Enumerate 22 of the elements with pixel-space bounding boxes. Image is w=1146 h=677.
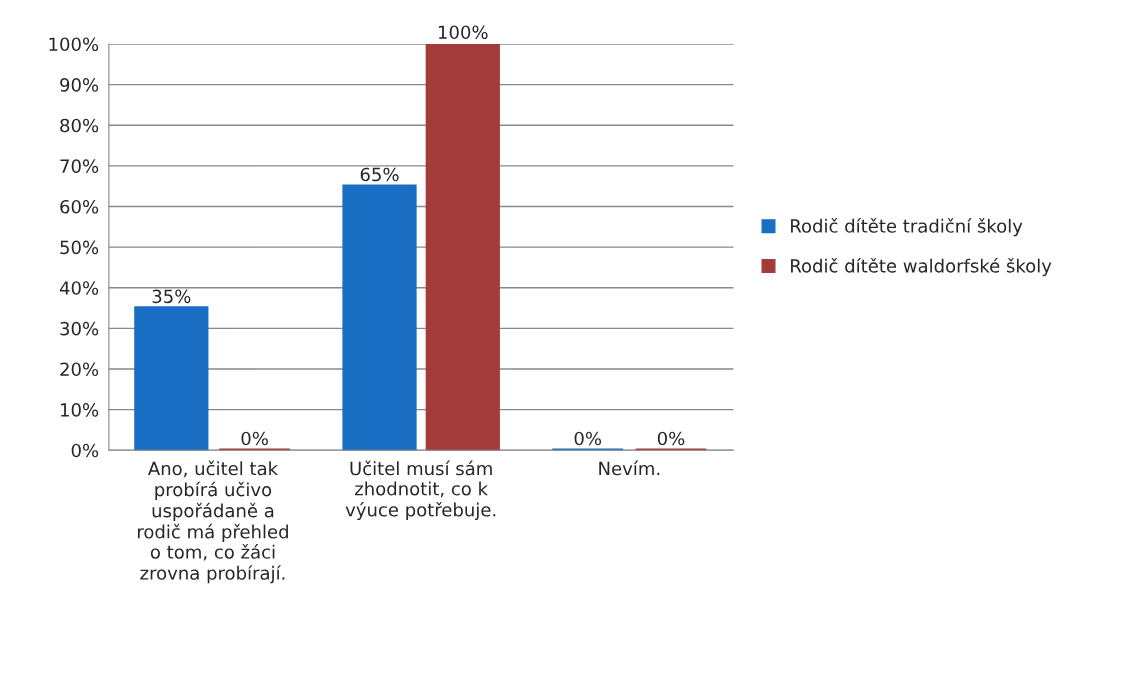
legend-label: Rodič dítěte waldorfské školy (791, 257, 1052, 277)
y-tick-label: 0% (71, 443, 99, 458)
y-tick-label: 50% (60, 240, 99, 255)
data-label: 0% (241, 431, 268, 446)
data-label: 0% (657, 431, 685, 446)
data-label: 0% (574, 431, 602, 446)
x-tick-label: Ano, učitel tak probírá učivo uspořádaně a rodič má přehled o tom, co žáci zrovna probírají. (137, 460, 288, 584)
x-tick-label: Učitel musí sám zhodnotit, co k výuce potřebuje. (345, 460, 496, 521)
y-tick-label: 30% (60, 321, 99, 336)
y-tick-label: 100% (49, 37, 99, 52)
x-tick-label: Nevím. (599, 460, 660, 476)
y-tick-label: 40% (59, 281, 99, 295)
y-tick-label: 60% (60, 199, 99, 214)
y-tick-label: 10% (61, 403, 99, 417)
y-tick-label: 20% (60, 362, 99, 377)
data-label: 100% (438, 25, 488, 40)
y-tick-label: 70% (60, 159, 99, 173)
y-tick-label: 80% (60, 118, 99, 133)
data-label: 35% (152, 289, 191, 304)
y-tick-label: 90% (60, 78, 99, 92)
legend-label: Rodič dítěte tradiční školy (791, 218, 1023, 237)
data-label: 65% (360, 167, 399, 182)
